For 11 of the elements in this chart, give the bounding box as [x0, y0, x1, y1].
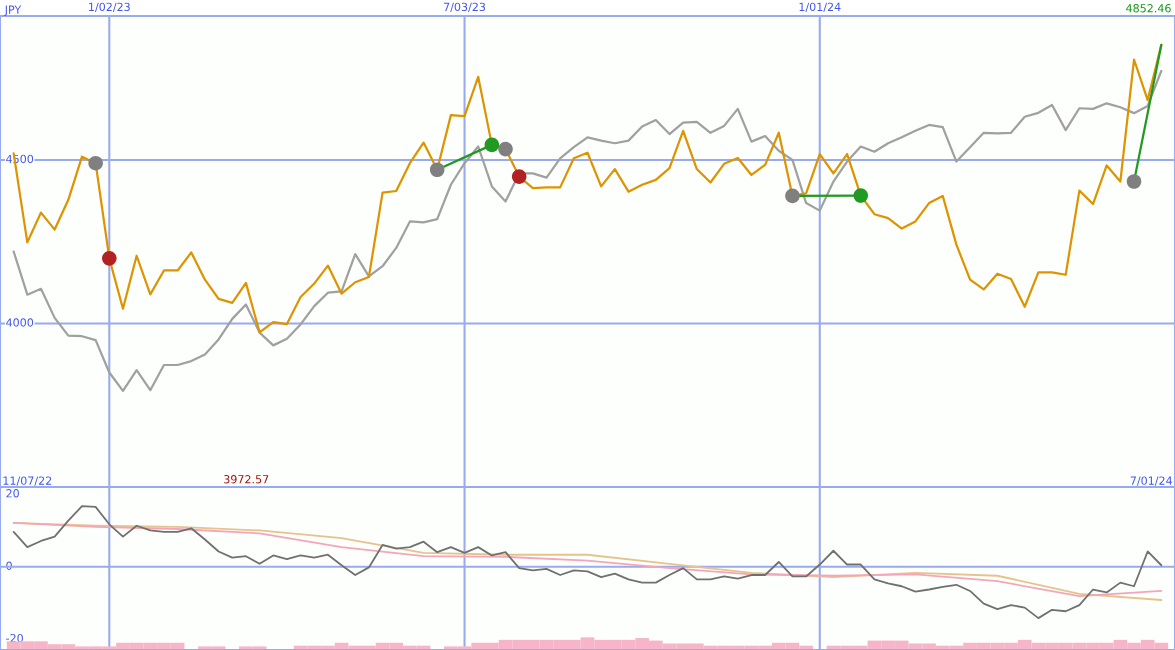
annotation: 3972.57: [224, 475, 269, 484]
text: 4852.46: [1126, 4, 1171, 13]
x-tick-label: 1/02/23: [89, 2, 130, 12]
annotation: 11/07/22: [3, 476, 52, 486]
x-tick-label: 1/01/24: [799, 2, 841, 12]
y-axis-title: JPY: [4, 5, 22, 16]
annotation: 7/01/24: [1130, 476, 1173, 486]
x-tick-label: 7/03/23: [444, 2, 486, 12]
y-tick-label: 20: [6, 489, 19, 498]
y-tick-label: -20: [6, 633, 23, 643]
y-tick-label: 4000: [6, 318, 34, 327]
